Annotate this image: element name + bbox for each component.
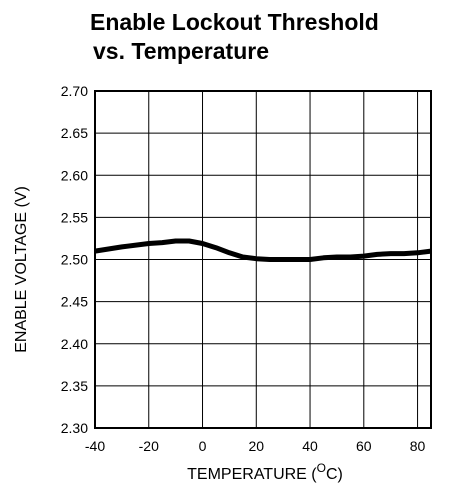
x-tick-label: 40 bbox=[302, 438, 318, 454]
y-axis-tick-labels: 2.30 2.35 2.40 2.45 2.50 2.55 2.60 2.65 2.70 bbox=[61, 83, 88, 436]
x-tick-label: -20 bbox=[139, 438, 159, 454]
x-axis-tick-labels: -40 -20 0 20 40 60 80 bbox=[85, 438, 426, 454]
y-tick-label: 2.30 bbox=[61, 420, 88, 436]
plot-area-frame bbox=[94, 90, 432, 429]
y-tick-label: 2.65 bbox=[61, 125, 88, 141]
x-tick-label: 60 bbox=[356, 438, 372, 454]
chart-title: Enable Lockout Threshold vs. Temperature bbox=[90, 8, 379, 66]
x-axis-label-text: TEMPERATURE ( bbox=[187, 466, 317, 483]
y-tick-label: 2.45 bbox=[61, 294, 88, 310]
x-axis-label-superscript: O bbox=[317, 461, 326, 475]
x-tick-label: 20 bbox=[248, 438, 264, 454]
series-layer bbox=[94, 238, 432, 262]
y-tick-label: 2.50 bbox=[61, 252, 88, 268]
chart-title-line-1: Enable Lockout Threshold bbox=[90, 9, 379, 35]
y-tick-label: 2.60 bbox=[61, 167, 88, 183]
x-tick-label: 80 bbox=[410, 438, 426, 454]
x-axis-label: TEMPERATURE (OC) bbox=[187, 461, 343, 483]
y-tick-label: 2.35 bbox=[61, 378, 88, 394]
y-tick-label: 2.55 bbox=[61, 209, 88, 225]
x-tick-label: -40 bbox=[85, 438, 105, 454]
chart-title-line-2: vs. Temperature bbox=[93, 38, 269, 64]
y-tick-label: 2.70 bbox=[61, 83, 88, 99]
series-line bbox=[94, 238, 432, 262]
y-tick-label: 2.40 bbox=[61, 336, 88, 352]
y-axis-label: ENABLE VOLTAGE (V) bbox=[13, 186, 30, 353]
x-tick-label: 0 bbox=[199, 438, 207, 454]
x-axis-label-suffix: C) bbox=[326, 466, 343, 483]
